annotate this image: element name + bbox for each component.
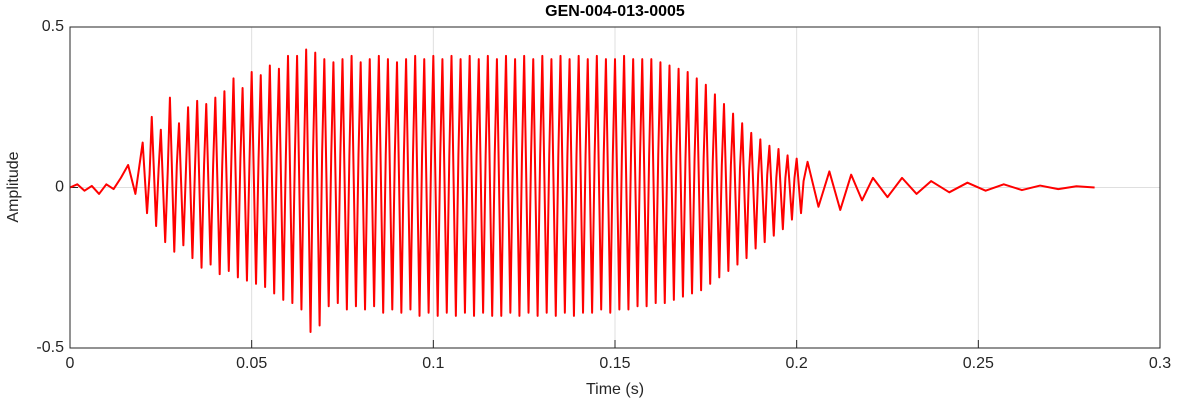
x-tick-label: 0.2 xyxy=(786,355,808,372)
x-tick-label: 0.25 xyxy=(963,355,994,372)
y-tick-label: 0 xyxy=(55,179,64,196)
x-tick-label: 0.1 xyxy=(422,355,444,372)
x-tick-label: 0.15 xyxy=(599,355,630,372)
x-tick-label: 0 xyxy=(66,355,75,372)
chart-title: GEN-004-013-0005 xyxy=(545,3,685,20)
y-tick-label: -0.5 xyxy=(36,339,64,356)
axes-box xyxy=(69,26,1161,349)
tick-labels: 0 0.05 0.1 0.15 0.2 0.25 0.3-0.500.5 xyxy=(36,18,1171,372)
data-layer xyxy=(69,48,1095,333)
y-axis-label: Amplitude xyxy=(5,151,22,222)
y-tick-label: 0.5 xyxy=(42,18,64,35)
x-axis-label: Time (s) xyxy=(586,381,644,398)
x-tick-label: 0.05 xyxy=(236,355,267,372)
x-tick-label: 0.3 xyxy=(1149,355,1171,372)
signal-line xyxy=(69,48,1095,333)
